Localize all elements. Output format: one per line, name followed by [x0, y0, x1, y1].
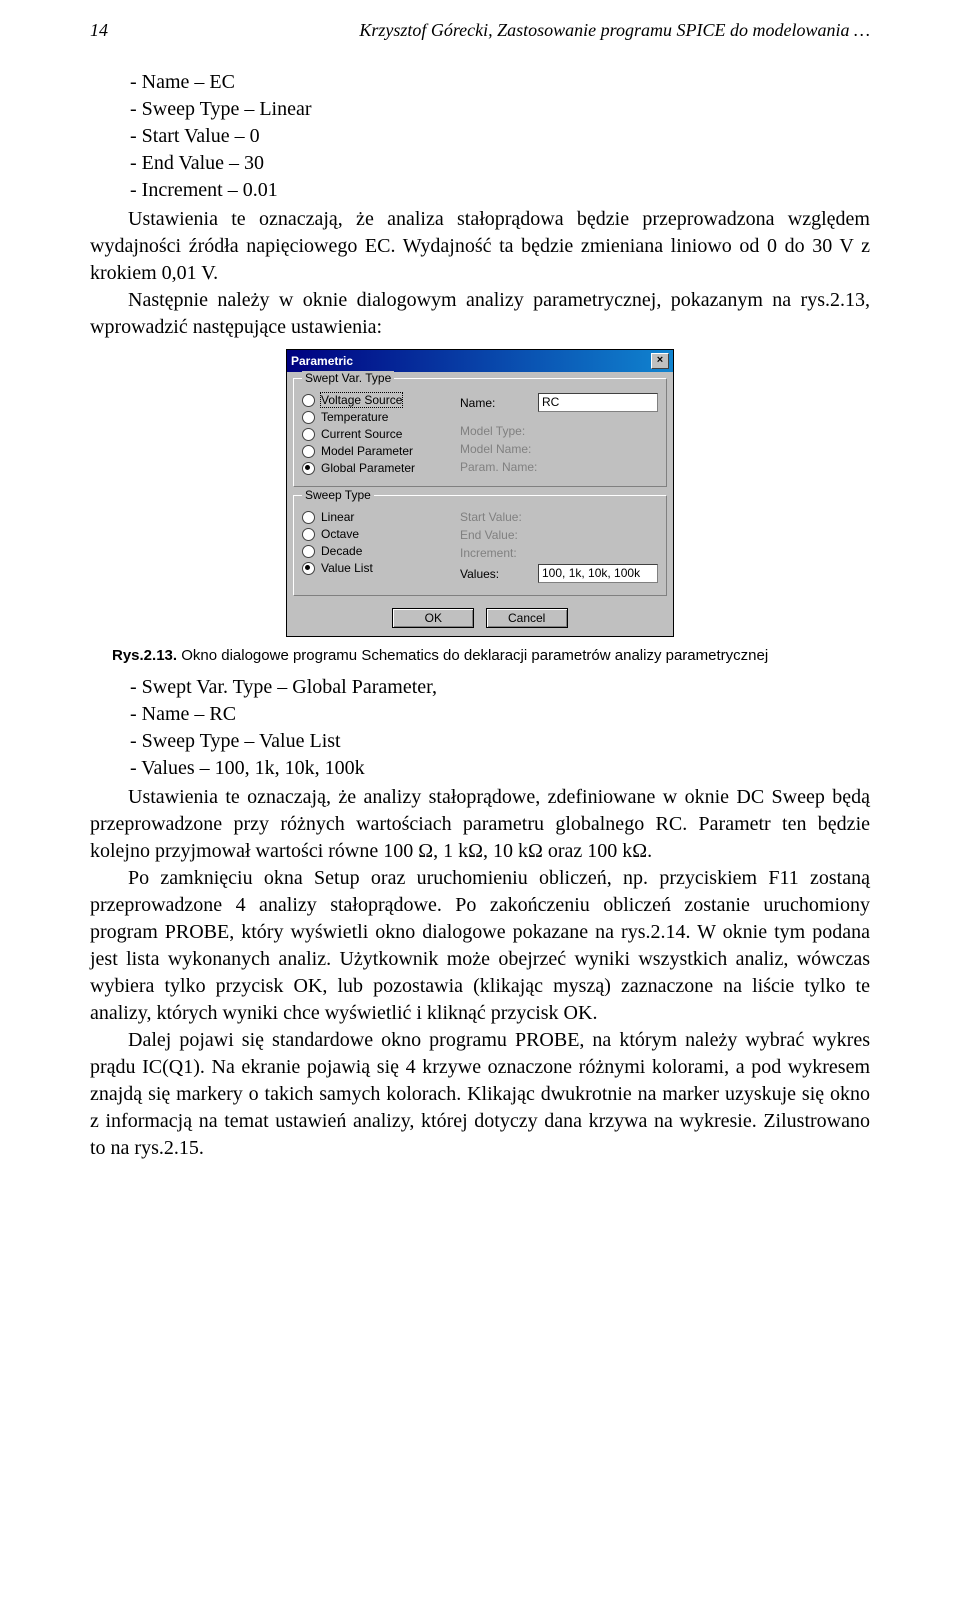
values-label: Values:	[460, 567, 538, 581]
radio-label: Octave	[321, 527, 359, 541]
model-type-label: Model Type:	[460, 424, 538, 438]
param-name-label: Param. Name:	[460, 460, 538, 474]
radio-label: Voltage Source	[321, 393, 402, 407]
running-title: Krzysztof Górecki, Zastosowanie programu…	[359, 20, 870, 41]
paragraph: Po zamknięciu okna Setup oraz uruchomien…	[90, 865, 870, 1027]
paragraph: Dalej pojawi się standardowe okno progra…	[90, 1027, 870, 1162]
radio-temperature[interactable]	[302, 411, 315, 424]
bullet: - Sweep Type – Value List	[130, 728, 870, 755]
figure-caption: Rys.2.13. Okno dialogowe programu Schema…	[112, 647, 870, 664]
sweep-type-group: Sweep Type Linear Octave Decade Value Li…	[293, 495, 667, 596]
caption-text: Okno dialogowe programu Schematics do de…	[177, 647, 768, 664]
paragraph-text: Ustawienia te oznaczają, że analiza stał…	[90, 208, 870, 284]
param-list-1: - Name – EC - Sweep Type – Linear - Star…	[130, 69, 870, 204]
radio-model-parameter[interactable]	[302, 445, 315, 458]
values-input[interactable]: 100, 1k, 10k, 100k	[538, 564, 658, 583]
dialog-titlebar: Parametric ×	[287, 350, 673, 372]
increment-label: Increment:	[460, 546, 538, 560]
paragraph: Ustawienia te oznaczają, że analizy stał…	[90, 784, 870, 865]
radio-label: Linear	[321, 510, 354, 524]
parametric-dialog: Parametric × Swept Var. Type Voltage Sou…	[286, 349, 674, 637]
cancel-button[interactable]: Cancel	[486, 608, 568, 628]
bullet: - Values – 100, 1k, 10k, 100k	[130, 755, 870, 782]
name-input[interactable]: RC	[538, 393, 658, 412]
radio-current-source[interactable]	[302, 428, 315, 441]
paragraph-text: Następnie należy w oknie dialogowym anal…	[90, 289, 870, 338]
paragraph-text: Po zamknięciu okna Setup oraz uruchomien…	[90, 867, 870, 1024]
bullet: - Name – RC	[130, 701, 870, 728]
radio-label: Value List	[321, 561, 373, 575]
page-number: 14	[90, 20, 108, 41]
bullet: - Increment – 0.01	[130, 177, 870, 204]
radio-label: Temperature	[321, 410, 388, 424]
radio-label: Current Source	[321, 427, 402, 441]
radio-label: Model Parameter	[321, 444, 413, 458]
caption-tag: Rys.2.13.	[112, 647, 177, 664]
bullet: - Name – EC	[130, 69, 870, 96]
radio-voltage-source[interactable]	[302, 394, 315, 407]
radio-global-parameter[interactable]	[302, 462, 315, 475]
radio-linear[interactable]	[302, 511, 315, 524]
close-icon[interactable]: ×	[651, 353, 669, 369]
bullet: - Start Value – 0	[130, 123, 870, 150]
radio-decade[interactable]	[302, 545, 315, 558]
group-label: Sweep Type	[302, 488, 374, 502]
dialog-title: Parametric	[291, 354, 353, 368]
paragraph-text: Ustawienia te oznaczają, że analizy stał…	[90, 786, 870, 862]
paragraph-text: Dalej pojawi się standardowe okno progra…	[90, 1029, 870, 1159]
end-value-label: End Value:	[460, 528, 538, 542]
start-value-label: Start Value:	[460, 510, 538, 524]
name-label: Name:	[460, 396, 538, 410]
ok-button[interactable]: OK	[392, 608, 474, 628]
param-list-2: - Swept Var. Type – Global Parameter, - …	[130, 674, 870, 782]
bullet: - End Value – 30	[130, 150, 870, 177]
paragraph: Ustawienia te oznaczają, że analiza stał…	[90, 206, 870, 287]
radio-label: Global Parameter	[321, 461, 415, 475]
radio-label: Decade	[321, 544, 362, 558]
paragraph: Następnie należy w oknie dialogowym anal…	[90, 287, 870, 341]
radio-octave[interactable]	[302, 528, 315, 541]
bullet: - Sweep Type – Linear	[130, 96, 870, 123]
group-label: Swept Var. Type	[302, 371, 394, 385]
radio-value-list[interactable]	[302, 562, 315, 575]
model-name-label: Model Name:	[460, 442, 538, 456]
bullet: - Swept Var. Type – Global Parameter,	[130, 674, 870, 701]
swept-var-group: Swept Var. Type Voltage Source Temperatu…	[293, 378, 667, 487]
